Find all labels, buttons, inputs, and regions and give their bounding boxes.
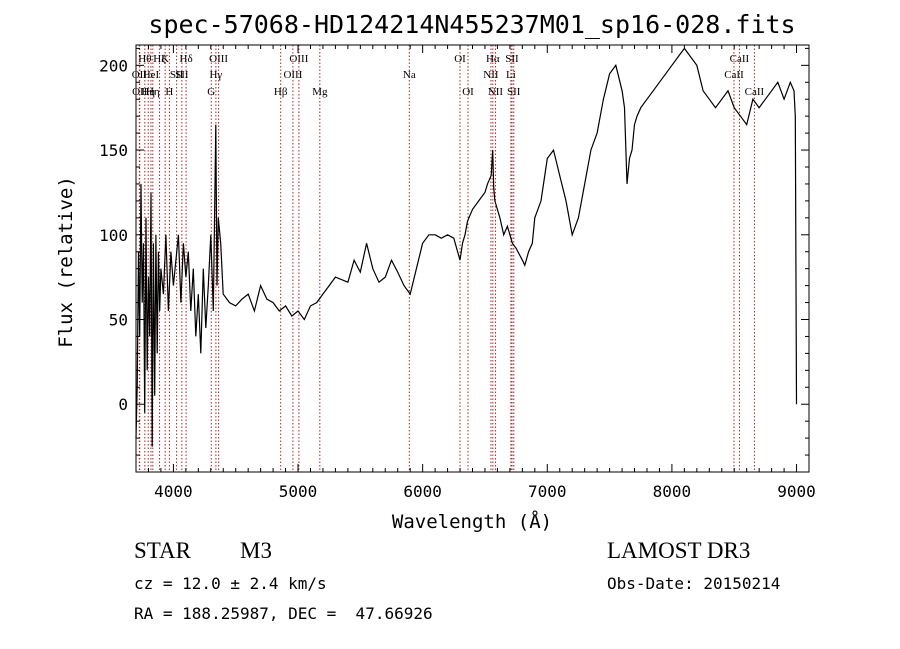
line-label: SII bbox=[505, 53, 519, 65]
x-axis: 4000 5000 6000 7000 8000 9000 bbox=[135, 45, 816, 501]
y-tick-label: 0 bbox=[118, 395, 128, 414]
line-label: CaII bbox=[745, 86, 765, 98]
y-axis: 0 50 100 150 200 bbox=[99, 47, 809, 473]
x-tick-label: 7000 bbox=[528, 482, 567, 501]
line-label: OIII bbox=[209, 53, 228, 65]
redshift-readout: cz = 12.0 ± 2.4 km/s bbox=[134, 574, 327, 593]
object-subclass: M3 bbox=[240, 538, 272, 563]
line-label: NII bbox=[488, 86, 504, 98]
line-label: G bbox=[207, 86, 215, 98]
x-tick-label: 9000 bbox=[777, 482, 816, 501]
line-label: Hδ bbox=[180, 53, 193, 65]
spectral-line-markers bbox=[138, 45, 755, 472]
spectral-line-labels: OIIOIIHθHηHeIHηHζKHSIIHδSIIGHγOIIIHβOIII… bbox=[132, 53, 765, 98]
line-label: Hγ bbox=[209, 69, 222, 81]
object-type: STAR bbox=[134, 538, 191, 563]
line-label: CaII bbox=[724, 69, 744, 81]
chart-title: spec-57068-HD124214N455237M01_sp16-028.f… bbox=[148, 10, 795, 39]
line-label: Hβ bbox=[274, 86, 288, 98]
line-label: Hα bbox=[486, 53, 500, 65]
plot-frame bbox=[135, 44, 810, 473]
line-label: Hη bbox=[146, 86, 160, 98]
line-label: HeI bbox=[143, 69, 160, 81]
y-tick-label: 50 bbox=[109, 311, 128, 330]
y-tick-label: 200 bbox=[99, 56, 128, 75]
coordinates-readout: RA = 188.25987, DEC = 47.66926 bbox=[134, 604, 433, 623]
y-tick-label: 150 bbox=[99, 141, 128, 160]
line-label: SII bbox=[507, 86, 521, 98]
observation-date: Obs-Date: 20150214 bbox=[607, 574, 781, 593]
x-tick-label: 6000 bbox=[403, 482, 442, 501]
line-label: Na bbox=[403, 69, 416, 81]
line-label: Hθ bbox=[138, 53, 151, 65]
y-tick-label: 100 bbox=[99, 226, 128, 245]
x-tick-label: 8000 bbox=[653, 482, 692, 501]
spectrum-line bbox=[135, 47, 798, 447]
survey-name: LAMOST DR3 bbox=[607, 538, 751, 563]
line-label: Hζ bbox=[153, 53, 166, 65]
line-label: OI bbox=[462, 86, 474, 98]
line-label: OI bbox=[454, 53, 466, 65]
x-axis-label: Wavelength (Å) bbox=[392, 510, 552, 533]
line-label: CaII bbox=[730, 53, 750, 65]
line-label: Hη bbox=[141, 86, 155, 98]
line-label: Mg bbox=[312, 86, 328, 98]
line-label: OIII bbox=[283, 69, 302, 81]
y-axis-label: Flux (relative) bbox=[55, 176, 77, 348]
line-label: OIII bbox=[289, 53, 308, 65]
x-tick-label: 5000 bbox=[279, 482, 318, 501]
line-label: K bbox=[161, 53, 169, 65]
line-label: SII bbox=[175, 69, 189, 81]
line-label: H bbox=[165, 86, 173, 98]
line-label: Li bbox=[506, 69, 516, 81]
x-tick-label: 4000 bbox=[154, 482, 193, 501]
line-label: SII bbox=[170, 69, 184, 81]
line-label: NII bbox=[483, 69, 499, 81]
